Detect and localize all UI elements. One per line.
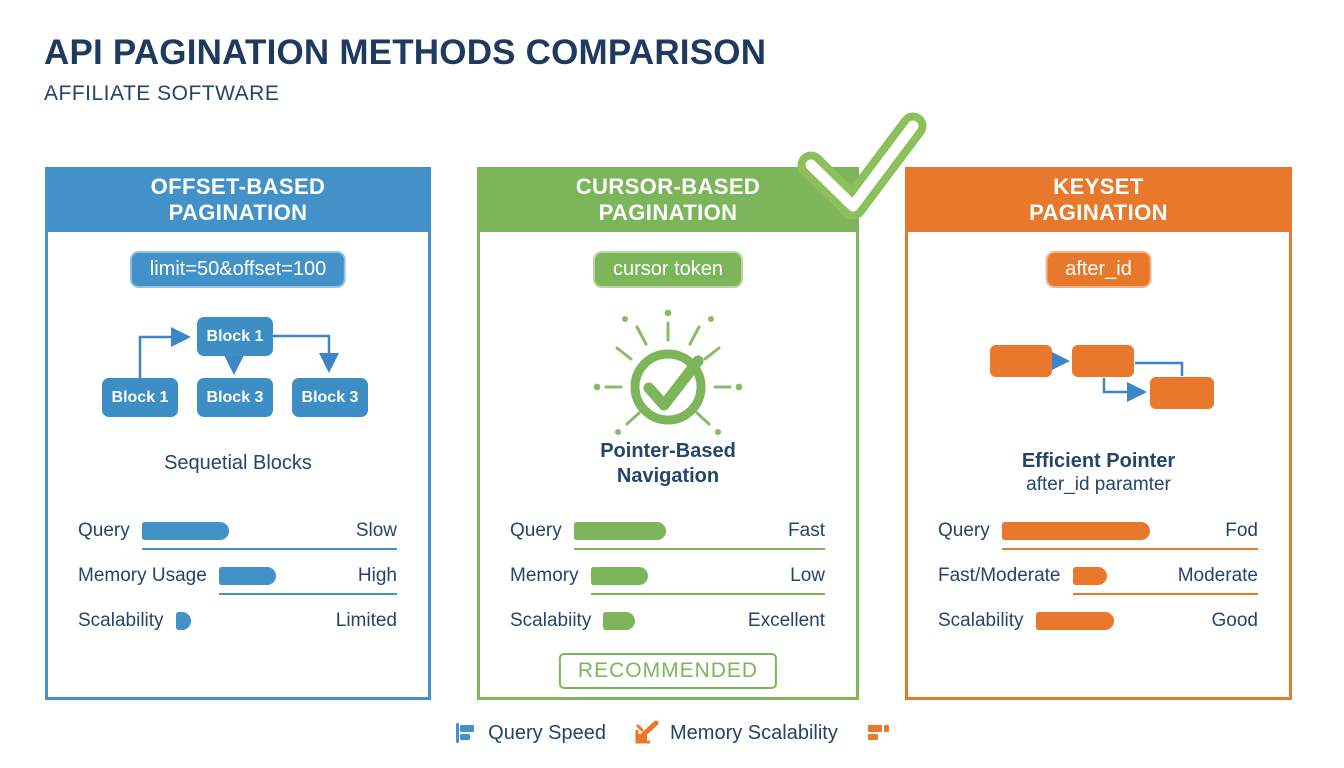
stat-value: Moderate <box>1177 564 1258 586</box>
legend-memory-scalability-label: Memory Scalability <box>670 721 838 744</box>
stat-label: Memory Usage <box>78 564 207 586</box>
stat-label: Scalabiity <box>510 609 592 631</box>
offset-pagination-panel: OFFSET-BASED PAGINATION limit=50&offset=… <box>45 167 431 700</box>
stat-bar <box>590 566 648 585</box>
cursor-panel-header: CURSOR-BASED PAGINATION <box>477 167 859 232</box>
offset-stats: Query Slow Memory Usage High Scalability… <box>78 508 398 643</box>
stat-bar <box>1035 611 1114 630</box>
stat-label: Scalability <box>78 609 164 631</box>
stat-row: Scalability Good <box>938 598 1258 643</box>
cursor-title-line2: PAGINATION <box>598 199 738 225</box>
stat-value: Fast <box>788 519 825 541</box>
pointer-navigation-icon <box>593 309 743 435</box>
offset-block-right: Block 3 <box>292 378 368 417</box>
keyset-caption-line2: after_id paramter <box>1026 474 1171 495</box>
stat-bar <box>175 611 191 630</box>
offset-panel-header: OFFSET-BASED PAGINATION <box>45 167 431 232</box>
stat-value: Low <box>790 564 825 586</box>
stat-label: Query <box>510 519 562 541</box>
keyset-block-3 <box>1150 377 1214 409</box>
keyset-block-2 <box>1072 345 1134 377</box>
cursor-pagination-panel: CURSOR-BASED PAGINATION cursor token <box>477 167 859 700</box>
stat-label: Query <box>938 519 990 541</box>
offset-block-left: Block 1 <box>102 378 178 417</box>
query-speed-icon <box>456 723 475 743</box>
keyset-panel-header: KEYSET PAGINATION <box>905 167 1292 232</box>
stat-bar <box>573 521 666 540</box>
memory-scalability-icon <box>635 720 659 744</box>
stat-row: Fast/Moderate Moderate <box>938 553 1258 598</box>
stacked-blocks-icon <box>867 725 889 740</box>
stat-row: Memory Low <box>510 553 826 598</box>
legend-query-speed-label: Query Speed <box>488 721 607 744</box>
page-subtitle: AFFILIATE SOFTWARE <box>44 82 280 105</box>
stat-row: Query Slow <box>78 508 398 553</box>
stat-value: High <box>357 564 397 586</box>
stat-value: Fod <box>1225 519 1258 541</box>
stat-label: Memory <box>510 564 579 586</box>
stat-row: Memory Usage High <box>78 553 398 598</box>
offset-title-line1: OFFSET-BASED <box>150 173 326 199</box>
keyset-title-line2: PAGINATION <box>1029 199 1168 225</box>
footer-legend: Query Speed Memory Scalability <box>0 720 1344 746</box>
keyset-block-1 <box>990 345 1052 377</box>
stat-bar <box>603 611 636 630</box>
page-title: API PAGINATION METHODS COMPARISON <box>44 33 767 72</box>
cursor-caption-line1: Pointer-Based <box>600 440 736 462</box>
cursor-stats: Query Fast Memory Low Scalabiity Excelle… <box>510 508 826 643</box>
stat-value: Good <box>1211 609 1258 631</box>
stat-label: Query <box>78 519 130 541</box>
offset-param-badge: limit=50&offset=100 <box>129 251 347 288</box>
offset-diagram-caption: Sequetial Blocks <box>164 452 312 474</box>
keyset-param-badge: after_id <box>1045 251 1152 288</box>
stat-bar <box>141 521 229 540</box>
stat-value: Limited <box>335 609 397 631</box>
stat-label: Scalability <box>938 609 1024 631</box>
offset-title-line2: PAGINATION <box>168 199 308 225</box>
keyset-title-line1: KEYSET <box>1053 173 1144 199</box>
stat-value: Excellent <box>747 609 825 631</box>
stat-row: Query Fod <box>938 508 1259 553</box>
cursor-caption-line2: Navigation <box>616 465 720 487</box>
stat-row: Query Fast <box>510 508 826 553</box>
stat-label: Fast/Moderate <box>938 564 1061 586</box>
recommended-badge: RECOMMENDED <box>558 653 778 689</box>
cursor-title-line1: CURSOR-BASED <box>575 173 761 199</box>
stat-bar <box>1072 566 1107 585</box>
stat-bar <box>1001 521 1150 540</box>
cursor-param-badge: cursor token <box>592 251 744 288</box>
stat-row: Scalability Limited <box>78 598 397 643</box>
stat-row: Scalabiity Excellent <box>510 598 825 643</box>
offset-block-top: Block 1 <box>197 317 273 356</box>
stat-bar <box>218 566 276 585</box>
keyset-pagination-panel: KEYSET PAGINATION after_id Efficient Poi… <box>905 167 1292 700</box>
stat-value: Slow <box>355 519 397 541</box>
keyset-stats: Query Fod Fast/Moderate Moderate Scalabi… <box>938 508 1259 643</box>
offset-block-middle: Block 3 <box>197 378 273 417</box>
keyset-caption-line1: Efficient Pointer <box>1021 450 1176 472</box>
approval-check-icon <box>797 112 927 220</box>
